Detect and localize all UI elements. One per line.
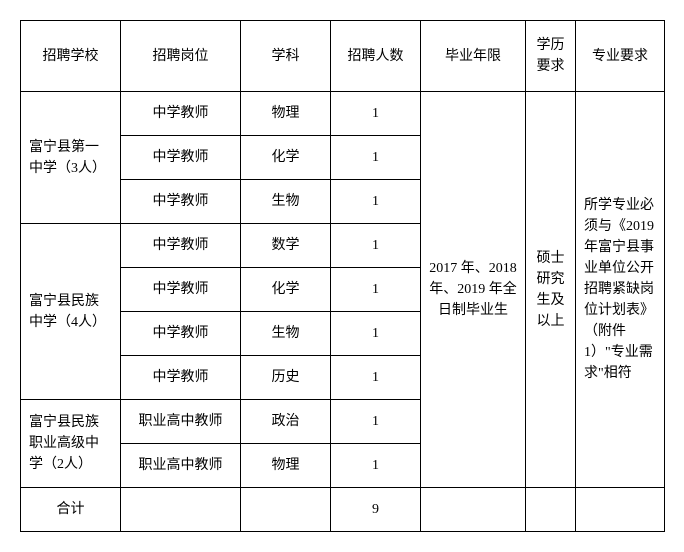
edu-cell: 硕士研究生及以上 [526, 92, 576, 488]
position-cell: 职业高中教师 [121, 444, 241, 488]
table-row: 富宁县第一中学（3人） 中学教师 物理 1 2017 年、2018 年、2019… [21, 92, 665, 136]
major-cell: 所学专业必须与《2019年富宁县事业单位公开招聘紧缺岗位计划表》（附件1）"专业… [576, 92, 665, 488]
count-cell: 1 [331, 268, 421, 312]
school-cell-2: 富宁县民族中学（4人） [21, 224, 121, 400]
total-row: 合计 9 [21, 488, 665, 532]
subject-cell: 政治 [241, 400, 331, 444]
header-school: 招聘学校 [21, 21, 121, 92]
subject-cell: 化学 [241, 136, 331, 180]
subject-cell: 历史 [241, 356, 331, 400]
count-cell: 1 [331, 356, 421, 400]
school-cell-3: 富宁县民族职业高级中学（2人） [21, 400, 121, 488]
subject-cell: 生物 [241, 312, 331, 356]
count-cell: 1 [331, 444, 421, 488]
count-cell: 1 [331, 92, 421, 136]
total-empty [421, 488, 526, 532]
position-cell: 中学教师 [121, 92, 241, 136]
position-cell: 中学教师 [121, 180, 241, 224]
total-label: 合计 [21, 488, 121, 532]
header-position: 招聘岗位 [121, 21, 241, 92]
subject-cell: 生物 [241, 180, 331, 224]
total-empty [241, 488, 331, 532]
subject-cell: 物理 [241, 444, 331, 488]
subject-cell: 数学 [241, 224, 331, 268]
count-cell: 1 [331, 180, 421, 224]
position-cell: 中学教师 [121, 312, 241, 356]
count-cell: 1 [331, 400, 421, 444]
position-cell: 中学教师 [121, 268, 241, 312]
gradyear-cell: 2017 年、2018 年、2019 年全日制毕业生 [421, 92, 526, 488]
position-cell: 职业高中教师 [121, 400, 241, 444]
position-cell: 中学教师 [121, 224, 241, 268]
count-cell: 1 [331, 136, 421, 180]
total-empty [121, 488, 241, 532]
subject-cell: 化学 [241, 268, 331, 312]
position-cell: 中学教师 [121, 136, 241, 180]
count-cell: 1 [331, 224, 421, 268]
total-empty [526, 488, 576, 532]
recruitment-table: 招聘学校 招聘岗位 学科 招聘人数 毕业年限 学历要求 专业要求 富宁县第一中学… [20, 20, 665, 532]
position-cell: 中学教师 [121, 356, 241, 400]
header-major: 专业要求 [576, 21, 665, 92]
school-cell-1: 富宁县第一中学（3人） [21, 92, 121, 224]
header-count: 招聘人数 [331, 21, 421, 92]
header-edu: 学历要求 [526, 21, 576, 92]
total-count: 9 [331, 488, 421, 532]
table-header-row: 招聘学校 招聘岗位 学科 招聘人数 毕业年限 学历要求 专业要求 [21, 21, 665, 92]
count-cell: 1 [331, 312, 421, 356]
header-subject: 学科 [241, 21, 331, 92]
header-gradyear: 毕业年限 [421, 21, 526, 92]
total-empty [576, 488, 665, 532]
subject-cell: 物理 [241, 92, 331, 136]
